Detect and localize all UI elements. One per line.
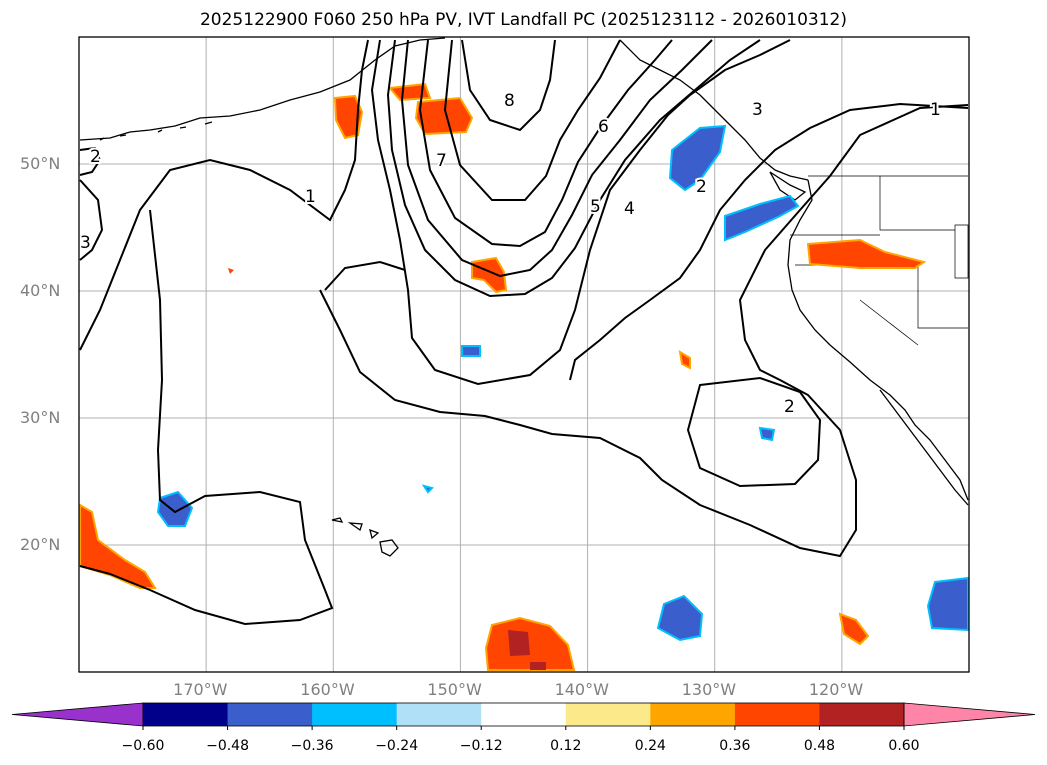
pv-negative-blob: [724, 194, 800, 242]
colorbar-bin: [143, 703, 229, 726]
contour-label: 2: [784, 397, 795, 417]
pv-positive-blob: [484, 616, 576, 671]
lon-tick-label: 140°W: [554, 680, 609, 699]
contour-label: 1: [930, 100, 941, 120]
pv-positive-blob: [838, 612, 870, 646]
colorbar-tick-label: −0.60: [121, 738, 165, 754]
coastlines: [79, 37, 969, 557]
british-columbia-coast: [787, 179, 969, 501]
contour-label: 3: [752, 100, 763, 120]
pv-positive-blob: [471, 256, 508, 294]
pv-negative-blob: [156, 490, 194, 527]
contour-labels: 1 2 3 4 5 6 7 8 1 2 3 2: [78, 89, 943, 419]
contour-line: [686, 376, 822, 488]
contour-line: [386, 39, 761, 298]
colorbar-bin: [481, 703, 567, 726]
vancouver-island: [769, 171, 807, 201]
colorbar-bin: [565, 703, 651, 726]
pv-positive-blob: [806, 238, 927, 269]
contour-line: [370, 39, 791, 386]
colorbar-over-extend: [903, 702, 1036, 727]
pv-negative-blob: [461, 345, 481, 357]
colorbar-tick-label: 0.60: [888, 738, 920, 754]
contour-label: 6: [598, 117, 609, 137]
colorbar-under-extend: [11, 702, 144, 727]
pv-negative-blob: [926, 576, 969, 632]
contour-line: [79, 209, 334, 626]
pv-positive-blob: [228, 268, 234, 274]
lon-tick-label: 160°W: [300, 680, 355, 699]
pv-negative-blob: [421, 484, 434, 494]
gridlines: [79, 37, 969, 672]
contour-label: 2: [90, 147, 101, 167]
pv-positive-blob: [678, 350, 691, 370]
contour-line: [461, 39, 556, 132]
lon-tick-label: 130°W: [681, 680, 737, 699]
colorbar-bin: [650, 703, 736, 726]
pv-negative-blob: [758, 426, 776, 442]
pv-positive-blob: [414, 96, 474, 136]
colorbar-tick-label: 0.12: [550, 738, 582, 754]
contour-label: 5: [590, 197, 601, 217]
hawaii-islands: [331, 517, 399, 557]
colorbar-tick-label: 0.36: [719, 738, 751, 754]
pv-positive-blob: [333, 94, 364, 140]
colorbar-tick-label: 0.48: [803, 738, 836, 754]
pv-positive-blob: [388, 82, 432, 102]
pv-strong-blob: [508, 630, 546, 670]
contour-line: [319, 104, 969, 558]
colorbar-tick-label: −0.36: [290, 738, 334, 754]
colorbar-bin: [734, 703, 820, 726]
alaska-panhandle: [619, 39, 809, 181]
pv-negative-blob: [656, 594, 704, 642]
lat-tick-label: 30°N: [20, 408, 61, 427]
contour-label: 7: [436, 151, 447, 171]
colorbar-bin: [227, 703, 313, 726]
colorbar-bin: [312, 703, 398, 726]
baja-coast: [879, 389, 969, 506]
colorbar-tick-label: 0.24: [634, 738, 666, 754]
pv-positive-blob: [79, 503, 157, 589]
map-frame: [78, 36, 970, 673]
lon-tick-label: 170°W: [173, 680, 228, 699]
contour-label: 3: [80, 233, 91, 253]
lat-tick-label: 50°N: [20, 154, 61, 173]
pv-negative-blob: [668, 124, 727, 192]
contour-label: 1: [305, 187, 316, 207]
colorbar-tick-label: −0.48: [206, 738, 249, 754]
map-title: 2025122900 F060 250 hPa PV, IVT Landfall…: [199, 10, 847, 30]
contour-line: [569, 102, 969, 381]
aleutian-islands: [99, 121, 213, 141]
colorbar-tick-label: −0.24: [375, 738, 419, 754]
pv-shading: [79, 82, 969, 671]
contour-line: [79, 179, 104, 261]
contour-line: [324, 260, 406, 291]
ivt-contours: [79, 39, 969, 626]
colorbar-frame: [142, 702, 905, 727]
lat-tick-label: 40°N: [20, 281, 61, 300]
colorbar-tick-label: −0.12: [459, 738, 503, 754]
colorbar-bin: [819, 703, 905, 726]
contour-label: 4: [624, 199, 635, 219]
contour-line: [443, 39, 621, 201]
lon-tick-label: 120°W: [808, 680, 864, 699]
colorbar-bin: [396, 703, 482, 726]
contour-line: [79, 39, 369, 351]
lat-tick-label: 20°N: [20, 535, 61, 554]
alaska-coast: [79, 37, 446, 141]
lon-tick-label: 150°W: [427, 680, 482, 699]
contour-label: 2: [696, 177, 707, 197]
contour-line: [418, 39, 673, 248]
contour-label: 8: [504, 91, 515, 111]
colorbar: [11, 702, 1036, 730]
contour-line: [79, 146, 102, 176]
contour-line: [400, 39, 713, 278]
